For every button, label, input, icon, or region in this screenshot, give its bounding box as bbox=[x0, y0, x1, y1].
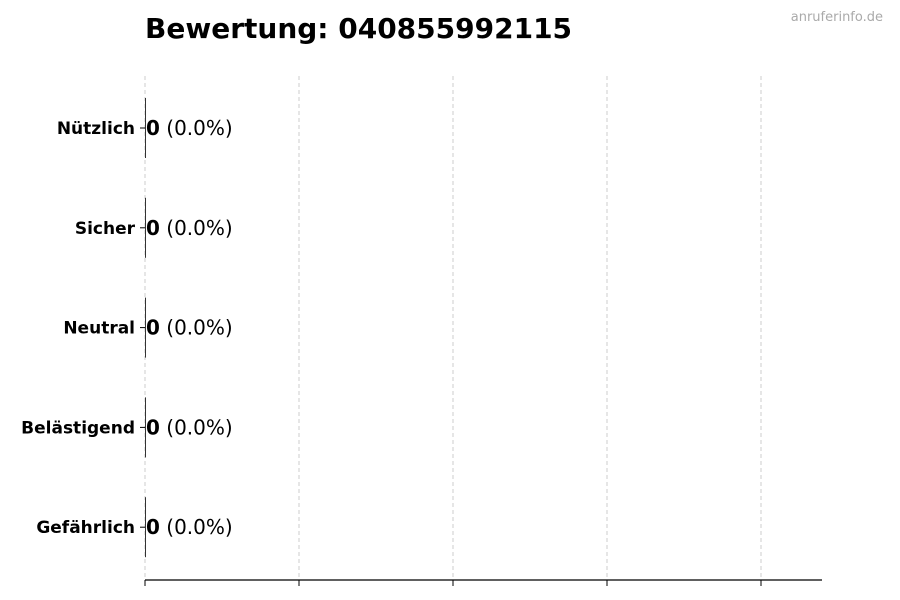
data-label-count: 0 bbox=[146, 415, 160, 439]
data-label: 0 (0.0%) bbox=[146, 415, 233, 439]
data-label-pct: (0.0%) bbox=[160, 116, 233, 140]
data-label-pct: (0.0%) bbox=[160, 316, 233, 340]
y-tick-label: Nützlich bbox=[57, 119, 135, 139]
y-tick-label: Gefährlich bbox=[36, 518, 135, 538]
bar bbox=[145, 197, 146, 258]
data-label-count: 0 bbox=[146, 316, 160, 340]
data-label: 0 (0.0%) bbox=[146, 316, 233, 340]
data-label-pct: (0.0%) bbox=[160, 415, 233, 439]
bar bbox=[145, 397, 146, 458]
data-label: 0 (0.0%) bbox=[146, 216, 233, 240]
y-tick-label: Neutral bbox=[63, 319, 135, 339]
bar bbox=[145, 297, 146, 358]
bar bbox=[145, 497, 146, 558]
chart-title: Bewertung: 040855992115 bbox=[145, 12, 573, 45]
data-label-count: 0 bbox=[146, 116, 160, 140]
data-label-pct: (0.0%) bbox=[160, 216, 233, 240]
y-tick-label: Sicher bbox=[75, 219, 136, 239]
watermark: anruferinfo.de bbox=[790, 10, 883, 25]
data-label: 0 (0.0%) bbox=[146, 116, 233, 140]
bar bbox=[145, 98, 146, 158]
y-tick-label: Belästigend bbox=[21, 418, 135, 438]
data-label-count: 0 bbox=[146, 216, 160, 240]
data-label-count: 0 bbox=[146, 515, 160, 539]
data-label: 0 (0.0%) bbox=[146, 515, 233, 539]
data-label-pct: (0.0%) bbox=[160, 515, 233, 539]
